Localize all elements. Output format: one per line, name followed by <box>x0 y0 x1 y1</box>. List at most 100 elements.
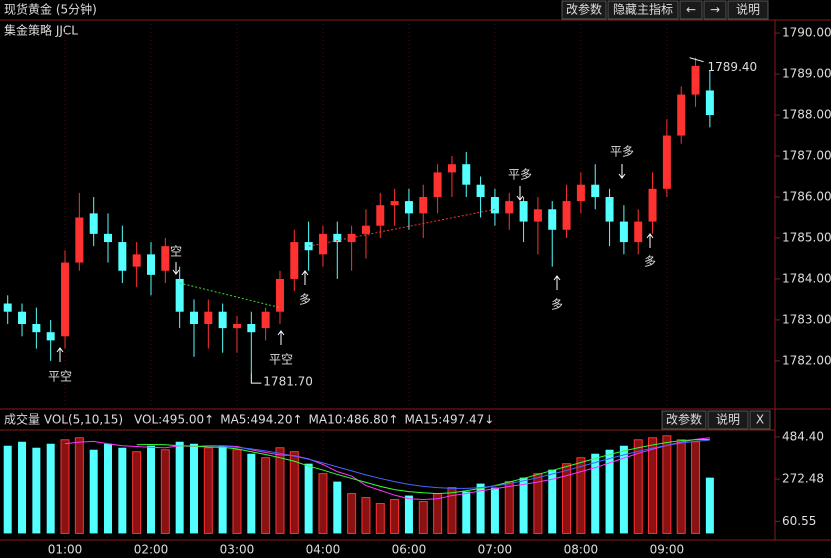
volume-bar <box>576 457 586 534</box>
button[interactable] <box>679 0 703 20</box>
candle-body <box>677 94 686 136</box>
candle-body <box>691 65 700 95</box>
candle-body <box>591 184 600 197</box>
candle-body <box>490 196 499 214</box>
marker-line <box>689 57 704 63</box>
button[interactable] <box>727 0 769 20</box>
candle-body <box>232 324 241 329</box>
volume-bar <box>591 453 600 534</box>
button[interactable] <box>661 410 707 430</box>
candle-body <box>519 201 528 222</box>
x-tick-label: 04:00 <box>306 543 341 557</box>
volume-bar <box>633 439 643 534</box>
volume-bar <box>375 503 385 534</box>
volume-bar <box>490 487 499 534</box>
candle-body <box>433 172 442 197</box>
candle-body <box>347 233 356 243</box>
candle-body <box>18 311 27 325</box>
annotation: 平空 <box>269 353 293 367</box>
y-tick-label: 1785.00 <box>782 230 831 244</box>
candle-body <box>304 242 313 251</box>
volume-bar <box>118 447 127 534</box>
candle-body <box>333 233 342 243</box>
volume-bar <box>519 477 528 534</box>
button-label[interactable]: 说明 <box>736 2 760 17</box>
candle-body <box>147 254 155 275</box>
volume-bar <box>289 451 299 534</box>
button-label[interactable]: ← <box>686 3 696 17</box>
x-tick-label: 02:00 <box>134 543 169 557</box>
button-label[interactable]: 改参数 <box>666 412 702 427</box>
button[interactable] <box>561 0 607 20</box>
annotation: 多 <box>644 255 656 269</box>
x-tick-label: 06:00 <box>392 543 427 557</box>
button-label[interactable]: → <box>710 3 720 17</box>
annotation: 多 <box>299 293 311 307</box>
annotation: 平空 <box>48 370 72 384</box>
candle-body <box>404 201 413 214</box>
candle-body <box>376 205 385 226</box>
button-label[interactable]: 改参数 <box>566 2 602 17</box>
ma-line <box>208 439 710 489</box>
volume-bar <box>203 447 213 534</box>
candle-body <box>390 201 399 206</box>
volume-bar <box>132 451 142 534</box>
volume-bar <box>304 463 313 534</box>
candle-body <box>705 90 714 116</box>
volume-bar <box>3 445 12 534</box>
y-tick-label: 1787.00 <box>782 149 831 163</box>
candle-body <box>161 246 170 271</box>
volume-bar <box>533 473 543 534</box>
volume-bar <box>619 445 628 534</box>
volume-bar <box>232 449 242 534</box>
volume-label: 成交量 VOL(5,10,15) <box>4 412 123 427</box>
button-label[interactable]: 隐藏主指标 <box>613 2 673 17</box>
button[interactable] <box>703 0 727 20</box>
y-tick-label: 1789.00 <box>782 67 831 81</box>
candle-body <box>32 324 41 333</box>
volume-bar <box>218 445 227 534</box>
volume-bar <box>46 443 55 534</box>
button-label[interactable]: 说明 <box>716 412 740 427</box>
volume-bar <box>175 441 184 534</box>
button-label[interactable]: X <box>756 413 764 427</box>
y-tick-label: 1784.00 <box>782 271 831 285</box>
annotation: 多 <box>551 298 563 312</box>
candle-body <box>118 242 127 271</box>
volume-readout: VOL:495.00↑ <box>134 413 214 427</box>
volume-bar <box>648 437 658 534</box>
candle-body <box>247 324 256 333</box>
volume-bar <box>189 443 198 534</box>
candle-body <box>275 278 284 312</box>
signal-arrow <box>646 233 654 239</box>
signal-arrow <box>553 275 561 281</box>
candle-body <box>261 311 270 329</box>
volume-readout: MA10:486.80↑ <box>309 413 399 427</box>
candle-body <box>318 233 327 255</box>
annotation: 平多 <box>610 145 634 159</box>
volume-bar <box>347 493 357 534</box>
ma-line <box>64 437 710 501</box>
button[interactable] <box>749 410 771 430</box>
volume-bar <box>433 493 443 534</box>
candle-body <box>447 164 456 173</box>
y-tick-label: 484.40 <box>782 429 824 443</box>
y-tick-label: 1788.00 <box>782 108 831 122</box>
candle-body <box>204 311 213 325</box>
volume-bar <box>390 499 400 534</box>
y-tick-label: 1783.00 <box>782 312 831 326</box>
candle-body <box>175 278 184 312</box>
volume-readout: MA5:494.20↑ <box>220 413 302 427</box>
candle-body <box>132 254 141 267</box>
button[interactable] <box>607 0 679 20</box>
candle-body <box>648 188 657 222</box>
volume-bar <box>676 439 686 534</box>
candle-body <box>419 196 428 214</box>
volume-bar <box>247 453 256 534</box>
volume-bar <box>705 477 714 534</box>
high-label: 1789.40 <box>708 60 758 74</box>
candle-body <box>46 332 55 341</box>
volume-bar <box>504 481 514 534</box>
button[interactable] <box>707 410 749 430</box>
candle-body <box>189 311 198 325</box>
